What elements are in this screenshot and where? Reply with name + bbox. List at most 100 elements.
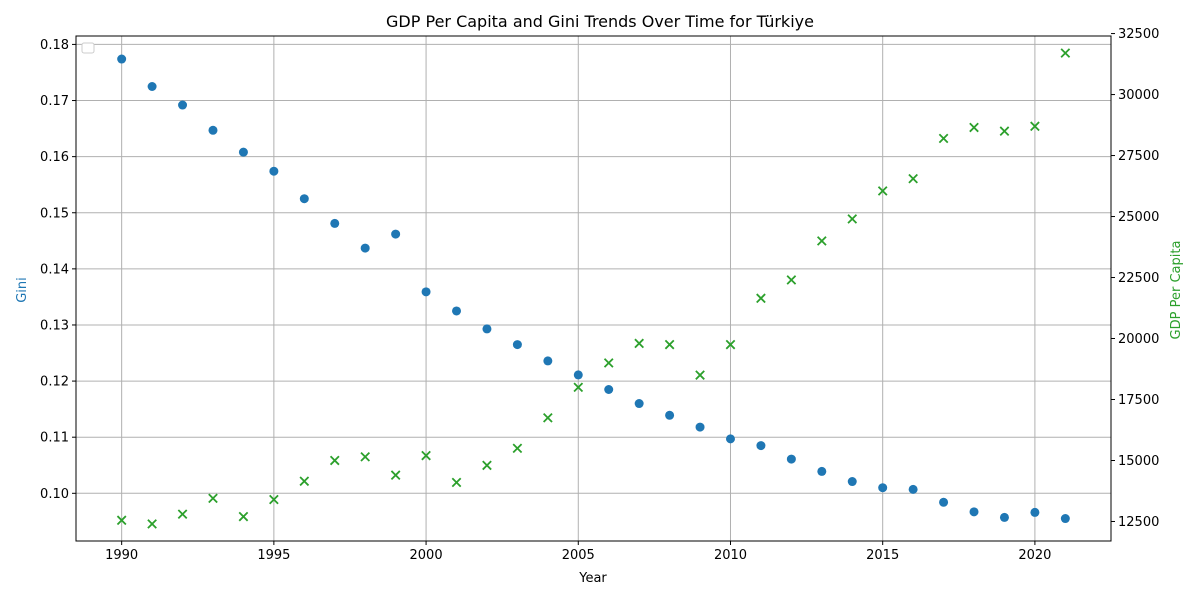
y-left-tick-label: 0.18: [40, 38, 69, 53]
gini-point: [695, 422, 705, 432]
gini-point: [939, 497, 949, 507]
gini-point: [178, 100, 188, 110]
gdp-point: [512, 443, 523, 454]
y-left-tick-label: 0.15: [40, 206, 69, 221]
x-tick-label: 2000: [410, 548, 443, 563]
gdp-point: [238, 511, 249, 522]
gini-point: [452, 306, 462, 316]
gdp-point: [360, 451, 371, 462]
y-left-tick-label: 0.16: [40, 150, 69, 165]
data-marks: [116, 48, 1071, 529]
y-right-tick-label: 27500: [1118, 149, 1159, 164]
gini-point: [512, 340, 522, 350]
y-right-axis-ticks: 12500 15000 17500 20000 22500 25000 27500 30000…: [1111, 27, 1159, 530]
gdp-point: [451, 477, 462, 488]
gdp-point: [1060, 48, 1071, 58]
legend-box: [81, 42, 95, 54]
gdp-point: [421, 450, 431, 461]
y-right-tick-label: 15000: [1118, 454, 1159, 469]
y-right-tick-label: 17500: [1118, 393, 1159, 408]
gini-point: [208, 125, 218, 135]
gdp-series: [116, 48, 1071, 529]
gdp-point: [573, 382, 584, 393]
gdp-point: [938, 133, 949, 144]
gini-point: [665, 410, 675, 420]
y-right-tick-label: 30000: [1118, 88, 1159, 103]
gini-point: [573, 370, 583, 380]
gini-point: [604, 385, 614, 394]
gini-point: [543, 356, 553, 366]
y-left-axis-title: Gini: [15, 277, 30, 303]
gini-point: [878, 483, 888, 493]
gini-point: [634, 399, 644, 409]
gini-point: [847, 477, 857, 487]
gdp-point: [329, 455, 340, 466]
y-left-tick-label: 0.13: [40, 318, 69, 333]
gini-point: [725, 434, 735, 444]
gdp-point: [390, 470, 401, 480]
gdp-point: [908, 173, 918, 184]
gdp-point: [816, 236, 827, 246]
y-right-tick-label: 25000: [1118, 210, 1159, 225]
x-tick-label: 2020: [1018, 548, 1051, 563]
gini-point: [330, 218, 340, 228]
gdp-point: [177, 509, 188, 520]
gdp-point: [756, 293, 766, 304]
plot-frame: [75, 35, 1112, 542]
y-right-tick-label: 32500: [1118, 27, 1159, 42]
y-left-axis-ticks: 0.10 0.11 0.12 0.13 0.14 0.15 0.16 0.17 0.18: [40, 38, 76, 502]
x-tick-label: 1995: [257, 548, 290, 563]
gdp-point: [147, 519, 157, 529]
gini-point: [269, 166, 279, 176]
gini-point: [786, 454, 796, 464]
gini-point: [117, 54, 127, 64]
gdp-point: [603, 358, 614, 368]
gdp-point: [725, 339, 736, 350]
gdp-point: [1030, 121, 1040, 132]
gini-point: [1030, 507, 1040, 517]
y-left-tick-label: 0.12: [40, 375, 69, 390]
gini-point: [969, 507, 979, 517]
gini-point: [999, 512, 1009, 522]
grid-lines: [76, 36, 1111, 541]
gini-point: [360, 243, 370, 253]
gini-point: [391, 229, 401, 239]
y-left-tick-label: 0.14: [40, 262, 69, 277]
gdp-point: [695, 370, 705, 380]
x-tick-label: 1990: [105, 548, 138, 563]
gdp-point: [269, 494, 279, 505]
y-left-tick-label: 0.17: [40, 94, 69, 109]
y-right-tick-label: 20000: [1118, 332, 1159, 347]
gdp-point: [299, 476, 310, 487]
y-right-tick-label: 12500: [1118, 515, 1159, 530]
gini-point: [238, 147, 248, 157]
gdp-point: [877, 186, 888, 196]
gdp-point: [634, 338, 644, 349]
gdp-point: [786, 275, 797, 285]
y-left-tick-label: 0.11: [40, 431, 69, 446]
gini-point: [756, 441, 766, 451]
y-right-tick-label: 22500: [1118, 271, 1159, 286]
gdp-point: [847, 214, 858, 224]
gdp-point: [208, 493, 218, 504]
chart-title: GDP Per Capita and Gini Trends Over Time…: [386, 12, 814, 31]
x-tick-label: 2015: [866, 548, 899, 563]
y-left-tick-label: 0.10: [40, 487, 69, 502]
x-axis-ticks: 1990 1995 2000 2005 2010 2015 2020: [105, 541, 1051, 563]
gini-point: [147, 82, 157, 91]
x-tick-label: 2005: [562, 548, 595, 563]
x-tick-label: 2010: [714, 548, 747, 563]
y-right-axis-title: GDP Per Capita: [1169, 241, 1184, 340]
gdp-point: [543, 412, 553, 423]
gini-series: [117, 54, 1070, 524]
gini-point: [817, 466, 827, 476]
gini-point: [1060, 514, 1070, 524]
x-axis-title: Year: [578, 571, 607, 586]
gdp-point: [664, 339, 675, 350]
gdp-point: [999, 126, 1010, 136]
gini-point: [482, 324, 492, 334]
gdp-point: [969, 122, 979, 133]
gini-point: [299, 194, 309, 204]
gini-point: [421, 287, 431, 297]
